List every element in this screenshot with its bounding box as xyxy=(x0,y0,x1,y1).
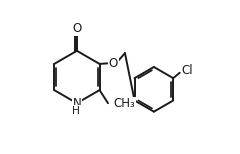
Text: CH₃: CH₃ xyxy=(113,97,135,110)
Text: H: H xyxy=(72,106,80,116)
Text: Cl: Cl xyxy=(182,64,193,77)
Text: O: O xyxy=(109,57,118,70)
Text: O: O xyxy=(72,22,82,35)
Text: N: N xyxy=(72,97,81,110)
